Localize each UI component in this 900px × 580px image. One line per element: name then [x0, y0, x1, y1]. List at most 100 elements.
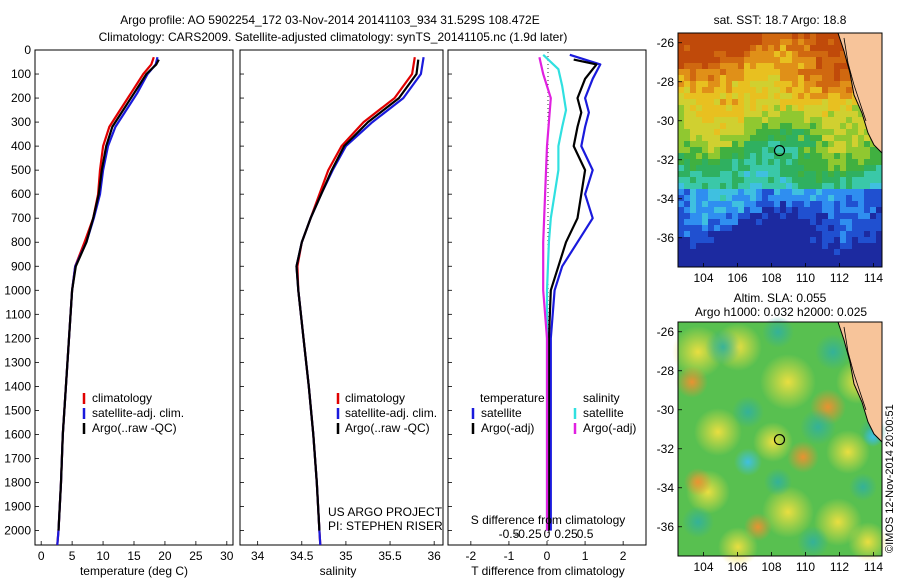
- sst-cell: [864, 189, 870, 195]
- sst-cell: [678, 243, 684, 249]
- sst-cell: [708, 75, 714, 81]
- sst-cell: [702, 129, 708, 135]
- sst-cell: [750, 117, 756, 123]
- sst-cell: [810, 249, 816, 255]
- sst-cell: [684, 105, 690, 111]
- sst-cell: [714, 123, 720, 129]
- sst-cell: [798, 51, 804, 57]
- sst-cell: [816, 171, 822, 177]
- map-y-tick-label: -26: [657, 325, 675, 339]
- sst-cell: [822, 249, 828, 255]
- sst-cell: [774, 99, 780, 105]
- sst-cell: [756, 243, 762, 249]
- y-tick-label: 800: [11, 235, 31, 249]
- land-mass: [837, 321, 883, 444]
- sst-cell: [720, 39, 726, 45]
- sst-cell: [708, 69, 714, 75]
- sst-cell: [750, 123, 756, 129]
- sst-cell: [870, 177, 876, 183]
- sst-cell: [780, 51, 786, 57]
- sst-cell: [726, 177, 732, 183]
- project-annotation: US ARGO PROJECT: [328, 505, 443, 519]
- sst-cell: [696, 189, 702, 195]
- sla-anomaly-blob: [705, 329, 741, 365]
- sst-cell: [708, 81, 714, 87]
- sst-cell: [858, 183, 864, 189]
- series-line: [549, 53, 602, 531]
- sst-cell: [762, 135, 768, 141]
- sst-cell: [876, 219, 882, 225]
- sst-cell: [756, 105, 762, 111]
- sst-cell: [816, 189, 822, 195]
- sst-cell: [738, 177, 744, 183]
- sst-cell: [684, 33, 690, 39]
- sst-cell: [696, 75, 702, 81]
- sst-cell: [834, 183, 840, 189]
- sst-cell: [678, 87, 684, 93]
- sst-cell: [750, 135, 756, 141]
- coastline-detail: [843, 37, 867, 122]
- sst-cell: [792, 213, 798, 219]
- sst-cell: [870, 159, 876, 165]
- sst-cell: [834, 39, 840, 45]
- sst-cell: [774, 39, 780, 45]
- sst-cell: [810, 93, 816, 99]
- sst-cell: [714, 237, 720, 243]
- sst-cell: [720, 51, 726, 57]
- sst-cell: [726, 111, 732, 117]
- sst-cell: [690, 123, 696, 129]
- sst-cell: [738, 219, 744, 225]
- sst-cell: [768, 171, 774, 177]
- sst-cell: [804, 225, 810, 231]
- sst-cell: [834, 57, 840, 63]
- sst-cell: [774, 63, 780, 69]
- sst-cell: [810, 45, 816, 51]
- sst-cell: [834, 69, 840, 75]
- sst-cell: [834, 213, 840, 219]
- sst-cell: [858, 159, 864, 165]
- sst-cell: [828, 207, 834, 213]
- sst-cell: [744, 159, 750, 165]
- sst-cell: [810, 201, 816, 207]
- sst-cell: [702, 135, 708, 141]
- sst-cell: [726, 147, 732, 153]
- sst-cell: [858, 189, 864, 195]
- sst-cell: [810, 105, 816, 111]
- sst-cell: [846, 75, 852, 81]
- sst-cell: [720, 81, 726, 87]
- sst-cell: [738, 183, 744, 189]
- sst-cell: [864, 153, 870, 159]
- sst-cell: [810, 87, 816, 93]
- sst-cell: [762, 153, 768, 159]
- sst-cell: [774, 69, 780, 75]
- sst-cell: [732, 87, 738, 93]
- sst-cell: [864, 219, 870, 225]
- sst-cell: [798, 213, 804, 219]
- sst-cell: [840, 135, 846, 141]
- sst-cell: [762, 261, 768, 267]
- sst-cell: [804, 141, 810, 147]
- sst-cell: [732, 45, 738, 51]
- sst-cell: [744, 153, 750, 159]
- sst-cell: [792, 99, 798, 105]
- sst-cell: [840, 255, 846, 261]
- sst-cell: [690, 183, 696, 189]
- sst-cell: [858, 135, 864, 141]
- sst-cell: [702, 225, 708, 231]
- salinity-legend: climatology satellite-adj. clim. Argo(..…: [336, 391, 437, 435]
- sst-cell: [822, 81, 828, 87]
- sst-cell: [768, 243, 774, 249]
- sst-cell: [714, 39, 720, 45]
- sst-cell: [852, 177, 858, 183]
- sst-cell: [822, 201, 828, 207]
- sst-cell: [798, 105, 804, 111]
- sst-cell: [744, 123, 750, 129]
- sst-cell: [750, 261, 756, 267]
- sst-cell: [690, 207, 696, 213]
- sst-cell: [792, 165, 798, 171]
- sst-cell: [774, 207, 780, 213]
- sst-cell: [840, 93, 846, 99]
- sst-cell: [780, 201, 786, 207]
- sst-cell: [744, 183, 750, 189]
- sst-cell: [858, 165, 864, 171]
